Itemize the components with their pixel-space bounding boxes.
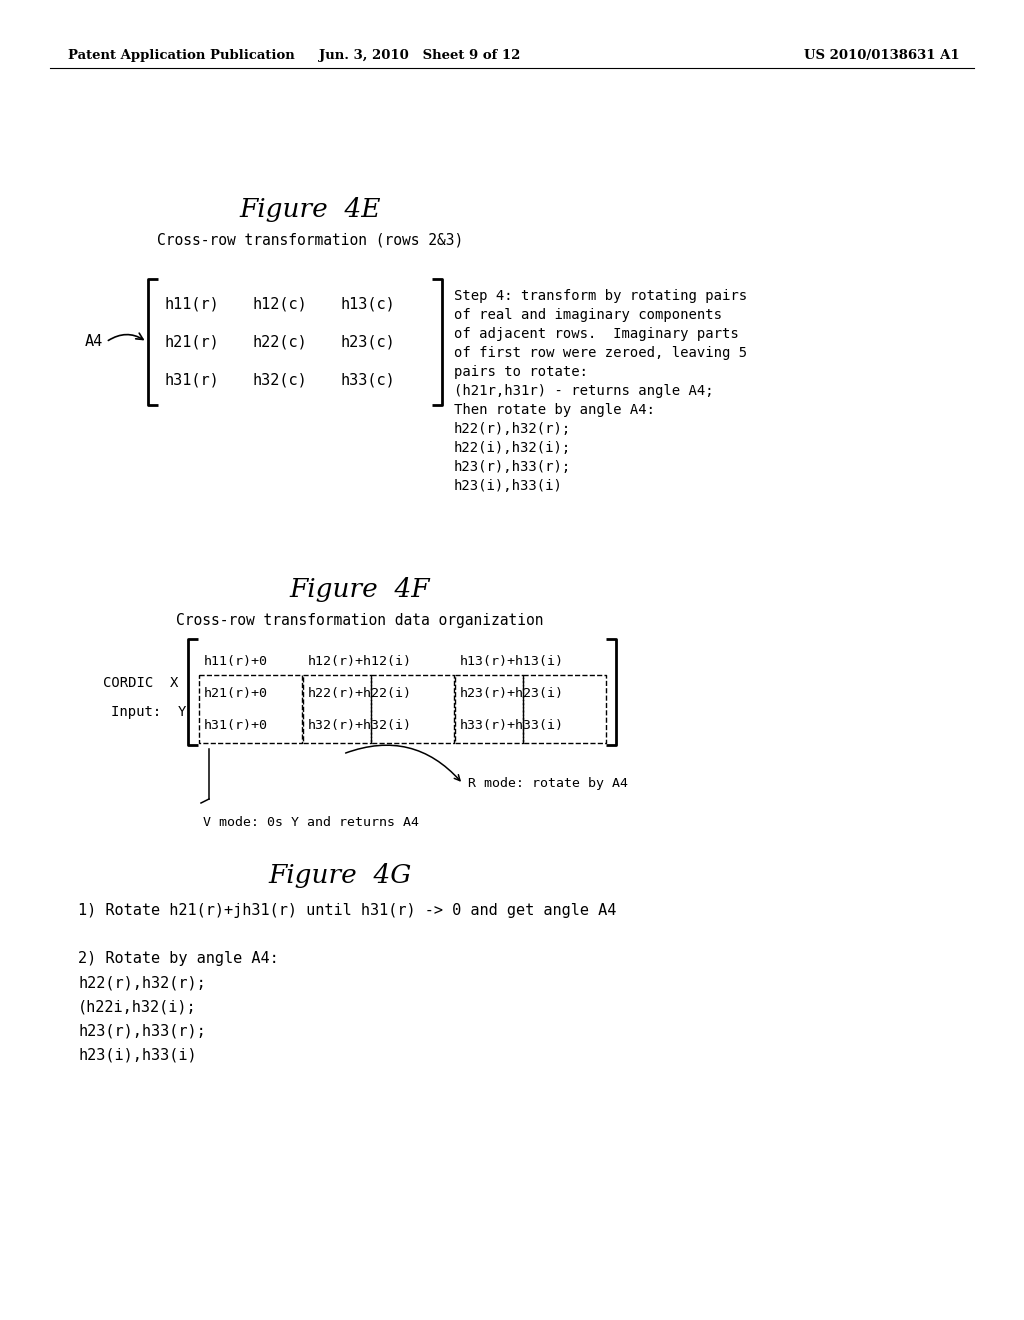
- Text: of first row were zeroed, leaving 5: of first row were zeroed, leaving 5: [454, 346, 748, 360]
- Text: h33(r)+h33(i): h33(r)+h33(i): [460, 718, 564, 731]
- Text: Step 4: transform by rotating pairs: Step 4: transform by rotating pairs: [454, 289, 748, 304]
- Text: Figure  4E: Figure 4E: [240, 198, 381, 223]
- Text: Then rotate by angle A4:: Then rotate by angle A4:: [454, 403, 655, 417]
- FancyArrowPatch shape: [109, 333, 143, 341]
- Text: h12(r)+h12(i): h12(r)+h12(i): [308, 655, 412, 668]
- Text: (h22i,h32(i);: (h22i,h32(i);: [78, 999, 197, 1014]
- Text: Cross-row transformation data organization: Cross-row transformation data organizati…: [176, 612, 544, 627]
- Text: A4: A4: [85, 334, 103, 350]
- Text: h22(r),h32(r);: h22(r),h32(r);: [454, 422, 571, 436]
- Text: Figure  4F: Figure 4F: [290, 578, 430, 602]
- Text: h31(r)+0: h31(r)+0: [204, 718, 268, 731]
- Text: h23(r),h33(r);: h23(r),h33(r);: [454, 459, 571, 474]
- Text: h21(r): h21(r): [164, 334, 219, 350]
- Text: h22(i),h32(i);: h22(i),h32(i);: [454, 441, 571, 455]
- Text: CORDIC  X: CORDIC X: [103, 676, 178, 690]
- Text: h23(c): h23(c): [340, 334, 394, 350]
- Text: h32(r)+h32(i): h32(r)+h32(i): [308, 718, 412, 731]
- Text: h32(c): h32(c): [252, 372, 307, 388]
- Text: h31(r): h31(r): [164, 372, 219, 388]
- Text: h13(r)+h13(i): h13(r)+h13(i): [460, 655, 564, 668]
- Text: h23(i),h33(i): h23(i),h33(i): [454, 479, 563, 492]
- Text: R mode: rotate by A4: R mode: rotate by A4: [468, 777, 628, 791]
- Text: h22(c): h22(c): [252, 334, 307, 350]
- Text: US 2010/0138631 A1: US 2010/0138631 A1: [805, 49, 961, 62]
- Text: Patent Application Publication: Patent Application Publication: [68, 49, 295, 62]
- Text: Input:  Y: Input: Y: [111, 705, 186, 719]
- Text: 1) Rotate h21(r)+jh31(r) until h31(r) -> 0 and get angle A4: 1) Rotate h21(r)+jh31(r) until h31(r) ->…: [78, 903, 616, 917]
- Text: 2) Rotate by angle A4:: 2) Rotate by angle A4:: [78, 950, 279, 966]
- Text: Figure  4G: Figure 4G: [268, 862, 412, 887]
- Text: h21(r)+0: h21(r)+0: [204, 686, 268, 700]
- Text: h33(c): h33(c): [340, 372, 394, 388]
- Text: Jun. 3, 2010   Sheet 9 of 12: Jun. 3, 2010 Sheet 9 of 12: [319, 49, 520, 62]
- Text: h22(r),h32(r);: h22(r),h32(r);: [78, 975, 206, 990]
- Text: h23(r),h33(r);: h23(r),h33(r);: [78, 1023, 206, 1038]
- Text: h12(c): h12(c): [252, 297, 307, 312]
- Text: h11(r): h11(r): [164, 297, 219, 312]
- Text: V mode: 0s Y and returns A4: V mode: 0s Y and returns A4: [203, 816, 419, 829]
- Text: (h21r,h31r) - returns angle A4;: (h21r,h31r) - returns angle A4;: [454, 384, 714, 399]
- Text: of real and imaginary components: of real and imaginary components: [454, 308, 722, 322]
- Text: Cross-row transformation (rows 2&3): Cross-row transformation (rows 2&3): [157, 232, 463, 248]
- Text: h11(r)+0: h11(r)+0: [204, 655, 268, 668]
- Text: of adjacent rows.  Imaginary parts: of adjacent rows. Imaginary parts: [454, 327, 738, 341]
- Text: h22(r)+h22(i): h22(r)+h22(i): [308, 686, 412, 700]
- FancyArrowPatch shape: [346, 746, 460, 780]
- Text: h23(r)+h23(i): h23(r)+h23(i): [460, 686, 564, 700]
- Text: pairs to rotate:: pairs to rotate:: [454, 366, 588, 379]
- Text: h23(i),h33(i): h23(i),h33(i): [78, 1047, 197, 1063]
- Text: h13(c): h13(c): [340, 297, 394, 312]
